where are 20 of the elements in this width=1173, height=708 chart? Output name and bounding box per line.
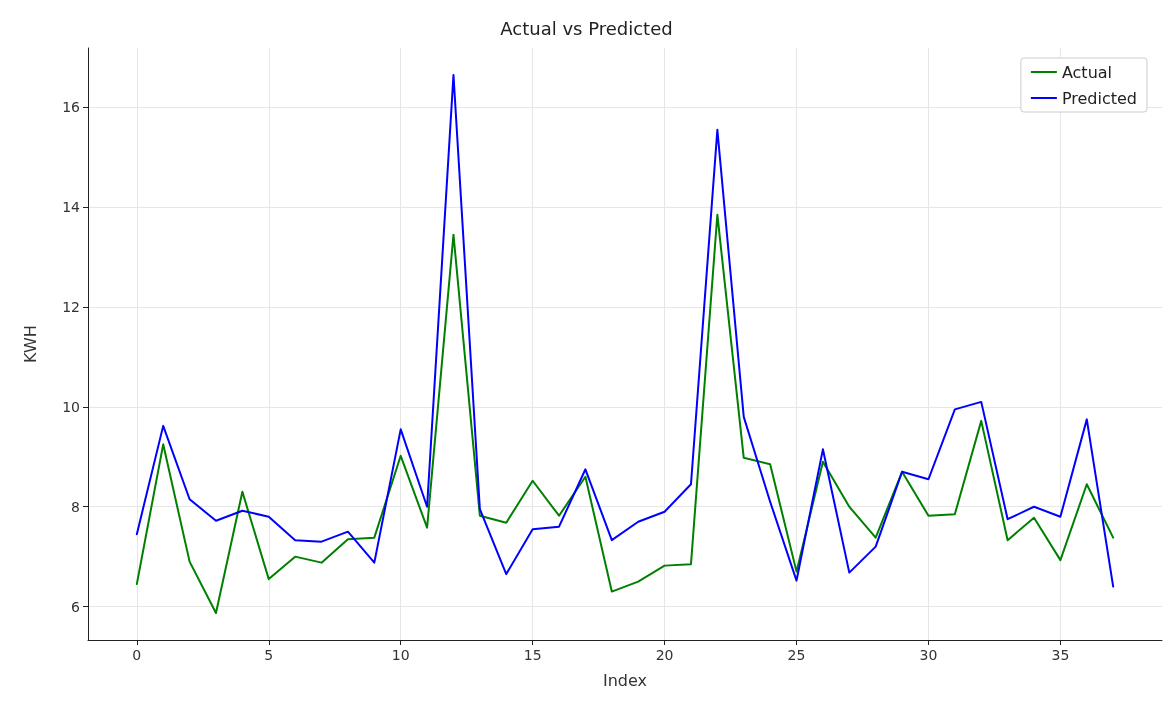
x-tick-label: 15 — [523, 647, 542, 663]
y-tick-label: 14 — [62, 199, 81, 216]
y-tick-label: 12 — [62, 299, 80, 316]
x-tick-label: 20 — [655, 647, 674, 663]
y-tick-label: 16 — [62, 99, 81, 116]
x-tick-label: 10 — [391, 647, 410, 663]
x-tick-label: 25 — [787, 647, 806, 663]
chart-title: Actual vs Predicted — [500, 17, 673, 39]
x-tick-label: 5 — [264, 647, 274, 663]
y-tick-label: 10 — [62, 398, 80, 415]
x-tick-label: 0 — [132, 647, 142, 663]
x-axis-title: Index — [602, 670, 648, 690]
x-tick-label: 35 — [1051, 647, 1070, 663]
legend-label: Predicted — [1061, 88, 1137, 108]
x-tick-label: 30 — [919, 647, 938, 663]
y-tick-label: 6 — [71, 598, 81, 615]
line-series — [135, 213, 1115, 615]
y-axis-title: KWH — [20, 325, 40, 363]
y-tick-label: 8 — [71, 498, 80, 515]
legend-label: Actual — [1061, 62, 1113, 82]
